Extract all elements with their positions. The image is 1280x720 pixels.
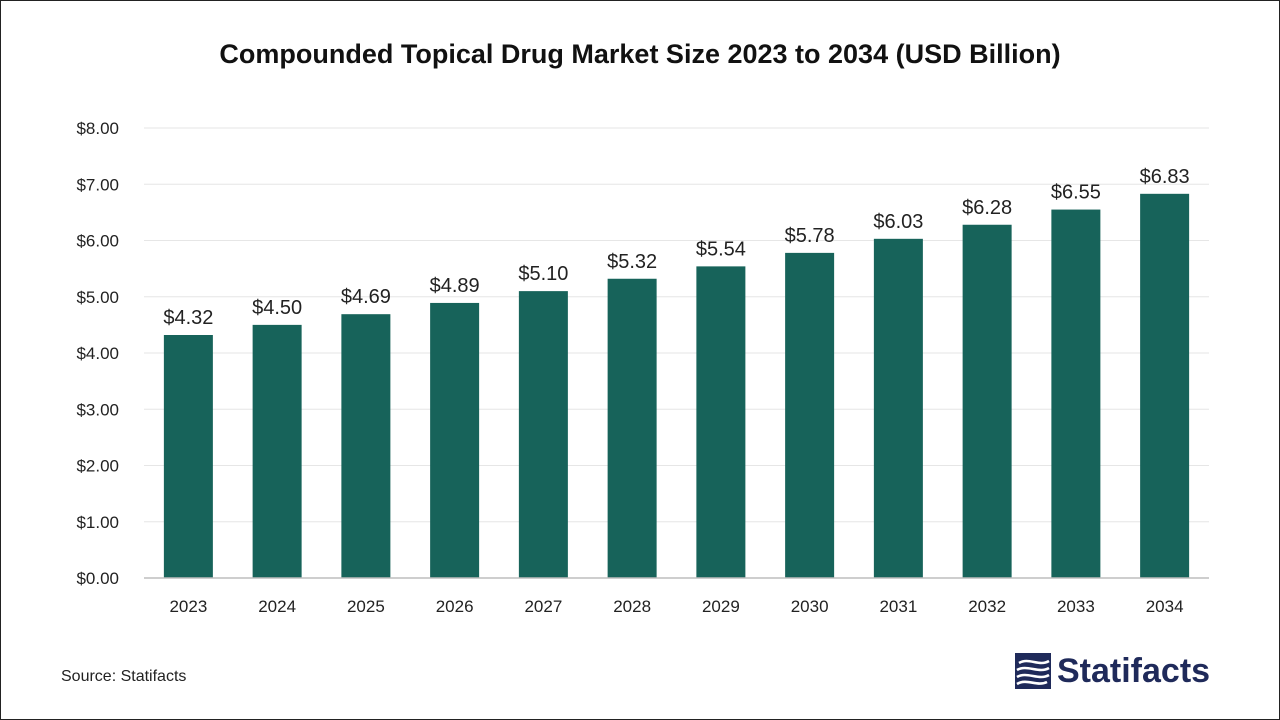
data-label: $4.50 [252, 297, 302, 319]
x-tick-label: 2028 [613, 597, 651, 616]
bar [962, 224, 1012, 578]
x-tick-label: 2027 [524, 597, 562, 616]
y-tick-label: $2.00 [76, 457, 119, 476]
y-tick-label: $7.00 [76, 175, 119, 194]
logo-text: Statifacts [1057, 651, 1211, 690]
x-tick-label: 2023 [169, 597, 207, 616]
chart-title: Compounded Topical Drug Market Size 2023… [219, 39, 1061, 69]
data-label: $6.28 [962, 197, 1012, 219]
x-tick-label: 2032 [968, 597, 1006, 616]
bar [1051, 209, 1101, 578]
x-tick-label: 2024 [258, 597, 296, 616]
bar [163, 335, 213, 578]
bar [518, 291, 568, 578]
data-label: $5.54 [696, 238, 746, 260]
y-tick-label: $4.00 [76, 344, 119, 363]
x-tick-label: 2029 [702, 597, 740, 616]
data-label: $6.83 [1140, 166, 1190, 188]
data-label: $6.55 [1051, 182, 1101, 204]
data-label: $5.10 [518, 263, 568, 285]
x-tick-label: 2031 [879, 597, 917, 616]
data-label: $5.78 [785, 225, 835, 247]
x-tick-label: 2026 [436, 597, 474, 616]
y-tick-label: $3.00 [76, 400, 119, 419]
data-label: $5.32 [607, 251, 657, 273]
y-tick-label: $0.00 [76, 569, 119, 588]
data-label: $4.32 [163, 307, 213, 329]
statifacts-logo-icon [1015, 653, 1051, 689]
y-tick-label: $1.00 [76, 513, 119, 532]
x-tick-label: 2030 [791, 597, 829, 616]
data-label: $4.89 [430, 275, 480, 297]
bar [430, 302, 480, 578]
y-tick-label: $8.00 [76, 119, 119, 138]
bar [607, 278, 657, 578]
x-tick-label: 2025 [347, 597, 385, 616]
bar [341, 314, 391, 578]
statifacts-logo: Statifacts [1015, 651, 1210, 691]
source-note: Source: Statifacts [61, 668, 187, 685]
data-label: $4.69 [341, 286, 391, 308]
bar [1140, 193, 1190, 578]
data-label: $6.03 [873, 211, 923, 233]
bar [873, 238, 923, 578]
bar [785, 252, 835, 578]
bar [696, 266, 746, 578]
y-tick-label: $5.00 [76, 288, 119, 307]
x-tick-label: 2033 [1057, 597, 1095, 616]
x-tick-label: 2034 [1146, 597, 1184, 616]
y-tick-label: $6.00 [76, 232, 119, 251]
bar [252, 324, 302, 578]
